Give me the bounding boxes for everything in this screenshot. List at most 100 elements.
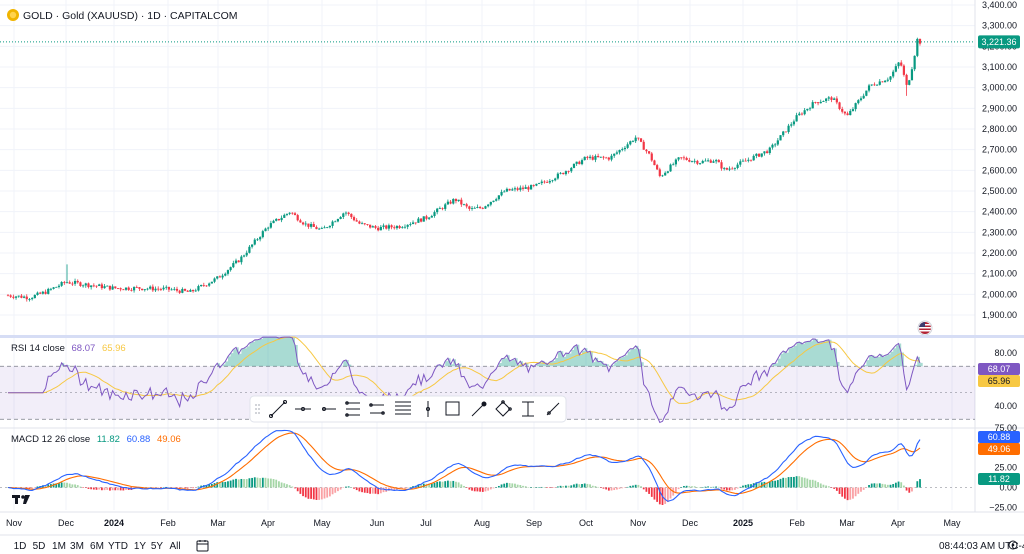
macd-axis-label: 75.00: [994, 423, 1017, 433]
settings-gear-icon[interactable]: [1008, 540, 1018, 550]
price-pane[interactable]: [0, 37, 975, 302]
candle: [385, 224, 388, 230]
candle: [875, 84, 879, 86]
rsi-axis[interactable]: 80.00 40.00: [994, 348, 1017, 411]
candle: [851, 107, 855, 112]
candle: [331, 220, 334, 229]
currency-flag-icon[interactable]: [917, 320, 933, 336]
macd-pane[interactable]: 75.00 25.00 0.00 −25.00 MACD 12 26 close 11…: [0, 423, 1020, 512]
candle: [318, 227, 321, 230]
candle: [811, 100, 814, 109]
vertical-line-icon[interactable]: [426, 401, 430, 417]
trend-line-icon[interactable]: [269, 400, 287, 418]
rsi-legend[interactable]: RSI 14 close 68.07 65.96: [11, 343, 126, 354]
fib-retracement-icon[interactable]: [395, 401, 411, 415]
candle: [763, 151, 766, 156]
parallel-channel-icon[interactable]: [345, 401, 360, 417]
path-icon[interactable]: [495, 400, 512, 417]
horizontal-ray-icon[interactable]: [322, 407, 336, 411]
macd-histogram-bar: [642, 487, 645, 490]
candle: [409, 222, 412, 227]
macd-histogram-bar: [747, 484, 750, 488]
candle: [178, 289, 181, 295]
candle: [191, 289, 195, 293]
timeframe-button-1m[interactable]: 1M: [52, 541, 66, 552]
candle: [127, 286, 130, 291]
macd-histogram-bar: [342, 487, 345, 488]
date-range-icon[interactable]: [522, 401, 534, 417]
candle: [395, 225, 399, 230]
candle: [14, 295, 18, 300]
drawing-toolbar[interactable]: [249, 395, 567, 423]
macd-histogram-bar: [516, 484, 519, 488]
macd-histogram-bar: [852, 487, 854, 499]
candle: [17, 295, 20, 298]
timeframe-bar[interactable]: 1D 5D 1M 3M 6M YTD 1Y 5Y All: [14, 541, 181, 552]
macd-histogram-bar: [656, 487, 659, 502]
regression-trend-icon[interactable]: [369, 403, 385, 415]
macd-histogram-bar: [691, 486, 693, 488]
calendar-icon[interactable]: [196, 540, 209, 552]
ray-icon[interactable]: [546, 402, 560, 416]
candle: [175, 286, 179, 293]
macd-histogram-bar: [109, 487, 111, 491]
timeframe-button-ytd[interactable]: YTD: [108, 541, 128, 552]
brush-icon[interactable]: [471, 401, 487, 417]
macd-histogram-bar: [36, 486, 39, 488]
macd-histogram-bar: [194, 487, 197, 488]
macd-histogram-bar: [506, 482, 508, 488]
candle: [218, 275, 222, 278]
macd-axis[interactable]: 75.00 25.00 0.00 −25.00: [989, 423, 1017, 512]
timeframe-button-5d[interactable]: 5D: [33, 541, 46, 552]
candle: [183, 288, 187, 292]
macd-histogram-bar: [363, 487, 366, 493]
candle: [103, 284, 106, 289]
macd-legend[interactable]: MACD 12 26 close 11.82 60.88 49.06: [11, 434, 181, 445]
macd-histogram-bar: [473, 487, 476, 492]
macd-histogram-bar: [208, 484, 211, 488]
macd-histogram-bar: [261, 477, 264, 488]
timeframe-button-all[interactable]: All: [169, 541, 180, 552]
macd-histogram-bar: [390, 487, 393, 491]
macd-histogram-bar: [522, 485, 524, 488]
candle: [500, 189, 503, 197]
timeframe-button-5y[interactable]: 5Y: [151, 541, 164, 552]
macd-histogram-bar: [688, 486, 691, 488]
price-axis[interactable]: 3,400.003,300.003,200.003,100.003,000.00…: [982, 0, 1017, 320]
candle: [768, 146, 771, 155]
macd-histogram-bar: [618, 487, 621, 489]
candle: [296, 213, 299, 222]
candle: [669, 163, 672, 172]
macd-histogram-bar: [361, 487, 363, 493]
macd-histogram-bar: [428, 483, 431, 488]
timeframe-button-3m[interactable]: 3M: [70, 541, 84, 552]
macd-histogram-bar: [825, 485, 828, 488]
candle: [682, 155, 686, 161]
macd-histogram-bar: [739, 486, 742, 488]
macd-histogram-bar: [476, 487, 479, 492]
candle: [878, 79, 881, 86]
macd-histogram-bar: [323, 487, 326, 499]
clock-readout[interactable]: 08:44:03 AM UTC-4: [939, 541, 1024, 552]
macd-histogram-bar: [535, 487, 538, 488]
last-price-tag: 3,221.36: [978, 35, 1020, 49]
timeframe-button-1d[interactable]: 1D: [14, 541, 27, 552]
tradingview-logo-icon[interactable]: [12, 495, 30, 504]
macd-histogram-bar: [47, 484, 50, 488]
candle: [717, 159, 720, 163]
candle: [428, 216, 431, 220]
pane-separator[interactable]: [0, 335, 1024, 338]
drag-handle-icon[interactable]: [255, 404, 260, 414]
horizontal-line-icon[interactable]: [295, 407, 311, 411]
timeframe-button-1y[interactable]: 1Y: [134, 541, 147, 552]
timeframe-button-6m[interactable]: 6M: [90, 541, 104, 552]
time-axis[interactable]: Nov Dec 2024 Feb Mar Apr May Jun Jul Aug Sep Oct Nov…: [6, 518, 961, 528]
candle: [240, 255, 243, 265]
macd-histogram-bar: [465, 487, 468, 488]
candle: [870, 84, 873, 87]
macd-histogram-bar: [253, 477, 256, 488]
candle: [25, 294, 28, 302]
rectangle-icon[interactable]: [445, 401, 460, 416]
macd-histogram-bar: [275, 479, 278, 488]
